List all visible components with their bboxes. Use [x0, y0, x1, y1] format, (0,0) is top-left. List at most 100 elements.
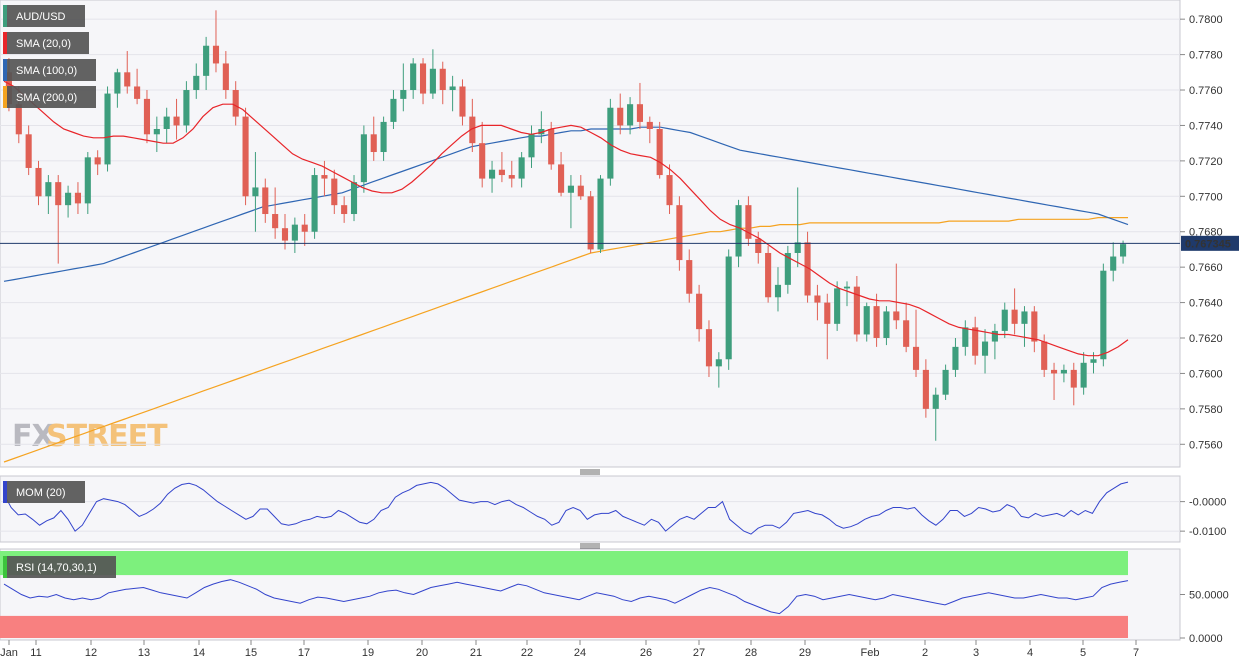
- candle: [262, 178, 269, 223]
- candle: [449, 75, 456, 112]
- candle: [567, 175, 574, 229]
- candle-body: [883, 311, 890, 339]
- candle-body: [508, 175, 515, 179]
- rsi-oversold-band: [0, 615, 1128, 638]
- candle-body: [84, 157, 91, 204]
- candle-body: [45, 182, 52, 197]
- candle-body: [824, 302, 831, 324]
- price-tick-label: 0.7580: [1189, 404, 1223, 416]
- candle-body: [863, 306, 870, 335]
- candle: [725, 249, 732, 370]
- legend-audusd[interactable]: AUD/USD: [3, 5, 85, 27]
- x-tick-label: 19: [362, 647, 374, 659]
- candle: [636, 82, 644, 129]
- candle-body: [439, 68, 446, 91]
- panel-resize-handle-1[interactable]: [580, 469, 600, 475]
- candle-body: [558, 164, 565, 193]
- legend-rsi[interactable]: RSI (14,70,30,1): [3, 556, 116, 578]
- candle-body: [212, 45, 220, 64]
- candle-body: [932, 394, 939, 409]
- panel-resize-handle-2[interactable]: [580, 543, 600, 549]
- candle: [469, 98, 476, 153]
- candle-body: [55, 182, 62, 206]
- candle-body: [488, 169, 496, 179]
- candle: [360, 125, 367, 193]
- candle: [666, 164, 673, 215]
- candle: [952, 338, 959, 377]
- x-axis-labels: Jan 11 12 13 14 15 17 19 20 21 22 24 26 27 28 29 Feb 2 3 4 5…: [0, 640, 1139, 659]
- candle: [74, 182, 82, 215]
- candle-body: [350, 182, 358, 215]
- candle: [814, 284, 821, 321]
- candle: [715, 352, 722, 388]
- candle: [1110, 242, 1117, 282]
- candle-body: [843, 286, 851, 289]
- candle: [646, 116, 653, 144]
- candle: [459, 79, 466, 126]
- candle-body: [1110, 256, 1117, 271]
- x-tick-label: 4: [1027, 647, 1033, 659]
- price-tick-label: 0.7680: [1189, 227, 1223, 239]
- candle-body: [232, 90, 239, 117]
- candle: [1050, 362, 1058, 401]
- candle: [419, 58, 427, 105]
- watermark-fx: FX: [12, 419, 54, 454]
- legend-mom[interactable]: MOM (20): [3, 481, 85, 503]
- candle-body: [281, 228, 289, 241]
- candle-body: [1001, 309, 1008, 331]
- x-tick-label: 12: [85, 647, 97, 659]
- candle-body: [498, 169, 505, 176]
- x-tick-label: 28: [745, 647, 757, 659]
- candle: [1031, 306, 1038, 353]
- candle-body: [410, 63, 417, 91]
- candle-body: [962, 327, 969, 347]
- sma-100-path: [3, 126, 1129, 282]
- sma-20-line: [3, 80, 1129, 357]
- candle: [863, 302, 870, 342]
- candle: [735, 199, 742, 268]
- candle: [410, 58, 417, 99]
- candle: [1060, 364, 1067, 383]
- candle-body: [222, 63, 229, 91]
- candle-body: [1080, 362, 1087, 388]
- candle-body: [676, 205, 683, 261]
- candle: [390, 90, 397, 129]
- candle: [429, 49, 436, 99]
- candle: [65, 185, 72, 218]
- candle-body: [1120, 244, 1127, 257]
- price-tick-label: 0.7800: [1189, 14, 1223, 26]
- rsi-path: [3, 579, 1129, 615]
- candle-body: [567, 185, 574, 193]
- candle: [784, 245, 791, 294]
- candle-body: [134, 86, 141, 99]
- candle-body: [735, 205, 742, 257]
- candle: [341, 196, 348, 223]
- candle-body: [94, 157, 101, 165]
- x-tick-label: Feb: [861, 647, 880, 659]
- candle: [843, 281, 851, 307]
- candle: [124, 51, 131, 94]
- candle: [548, 121, 555, 170]
- candle-body: [873, 306, 880, 339]
- candle: [912, 309, 920, 377]
- candle-body: [143, 98, 151, 135]
- candle: [1100, 263, 1107, 367]
- sma-200-path: [3, 217, 1128, 463]
- candle-body: [321, 175, 328, 179]
- candle: [991, 323, 998, 360]
- candle-body: [193, 75, 200, 91]
- candle: [508, 160, 515, 188]
- candle: [439, 61, 446, 105]
- x-tick-label: 3: [973, 647, 979, 659]
- candle: [518, 152, 525, 188]
- legend-sma100[interactable]: SMA (100,0): [3, 59, 96, 81]
- candle-body: [1050, 369, 1058, 374]
- candle-body: [65, 192, 72, 206]
- momentum-path: [3, 481, 1129, 535]
- x-tick-label: 26: [640, 647, 652, 659]
- legend-sma20[interactable]: SMA (20,0): [3, 32, 89, 54]
- candle: [834, 281, 841, 331]
- candle-body: [459, 86, 466, 117]
- legend-sma200[interactable]: SMA (200,0): [3, 86, 96, 108]
